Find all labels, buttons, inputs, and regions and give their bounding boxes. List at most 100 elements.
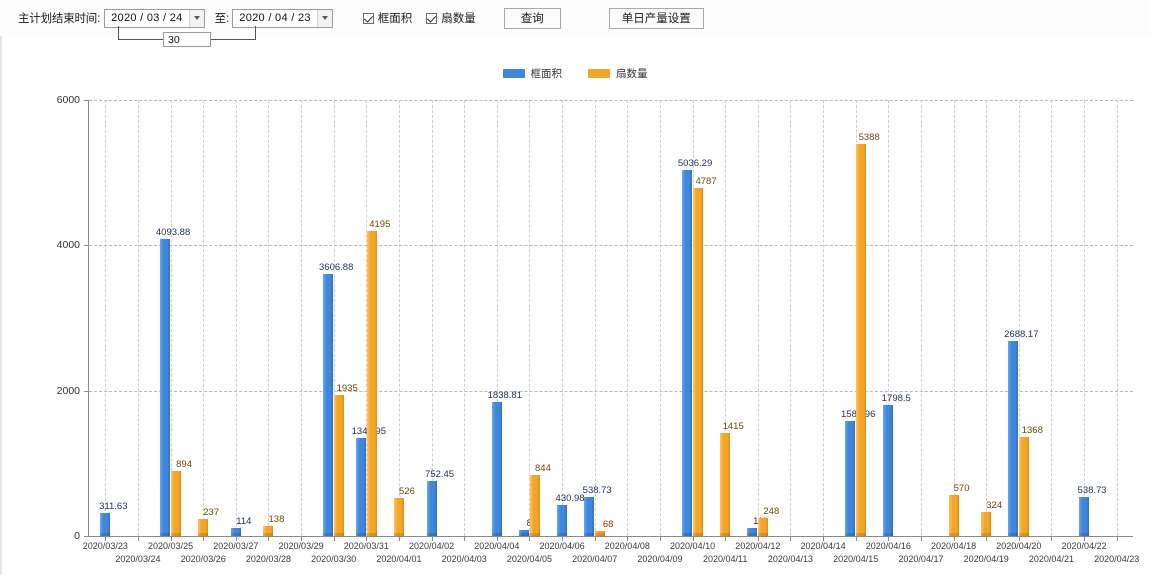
bar-frame-area[interactable] [491, 402, 502, 536]
x-tick-mark [1084, 536, 1086, 541]
x-axis-tick-label: 2020/04/09 [637, 554, 683, 564]
bar-frame-area[interactable] [883, 405, 894, 536]
bar-base-shadow [845, 533, 856, 536]
bar-sash-count[interactable] [720, 433, 731, 536]
bar-frame-area[interactable] [518, 530, 529, 536]
x-gridline [562, 100, 564, 536]
bar-base-shadow [856, 533, 867, 536]
x-tick-mark [301, 536, 303, 541]
bar-sash-count[interactable] [693, 188, 704, 536]
y-tick-mark [84, 390, 89, 392]
x-tick-mark [725, 536, 727, 541]
checkbox-frame-area[interactable]: 框面积 [362, 10, 413, 26]
bar-frame-area[interactable] [584, 496, 595, 536]
x-axis-tick-label: 2020/04/19 [963, 554, 1009, 564]
checkmark-icon [426, 12, 438, 24]
x-axis-tick-label: 2020/04/05 [506, 554, 552, 564]
bar-sash-count[interactable] [758, 517, 769, 536]
bar-base-shadow [426, 533, 437, 536]
bar-sash-count[interactable] [334, 395, 345, 536]
x-gridline [594, 100, 596, 536]
bar-sash-count[interactable] [198, 518, 209, 536]
x-gridline [888, 100, 890, 536]
x-axis-tick-label: 2020/03/30 [311, 554, 357, 564]
bar-sash-count[interactable] [366, 231, 377, 536]
legend-label-sash-count: 扇数量 [616, 68, 648, 80]
bar-value-label: 752.45 [425, 469, 455, 481]
x-axis-tick-label: 2020/03/26 [180, 554, 226, 564]
x-tick-mark [1116, 536, 1118, 541]
bar-sash-count[interactable] [263, 525, 274, 536]
x-tick-mark [529, 536, 531, 541]
bar-frame-area[interactable] [323, 273, 334, 536]
bar-sash-count[interactable] [948, 494, 959, 536]
query-button[interactable]: 查询 [503, 7, 561, 29]
legend-item-sash-count[interactable]: 扇数量 [588, 66, 648, 81]
checkbox-frame-area-label: 框面积 [377, 13, 413, 25]
x-gridline [1018, 100, 1020, 536]
bar-value-label: 68 [602, 519, 614, 531]
bar-frame-area[interactable] [426, 481, 437, 536]
date-span-days-input[interactable]: 30 [163, 32, 211, 47]
bar-value-label: 311.63 [99, 501, 128, 513]
date-from-picker[interactable]: 2020 / 03 / 24 [104, 8, 205, 28]
bar-sash-count[interactable] [981, 512, 992, 536]
y-gridline [89, 390, 1133, 392]
bar-frame-area[interactable] [845, 420, 856, 536]
bar-base-shadow [883, 533, 894, 536]
bar-value-label: 2688.17 [1004, 328, 1039, 340]
bar-base-shadow [758, 533, 769, 536]
bar-sash-count[interactable] [171, 471, 182, 536]
y-axis-tick-label: 4000 [56, 239, 80, 252]
x-axis-tick-label: 2020/04/18 [931, 541, 977, 551]
date-to-picker[interactable]: 2020 / 04 / 23 [232, 8, 333, 28]
bar-sash-count[interactable] [1019, 436, 1030, 536]
bar-sash-count[interactable] [856, 144, 867, 536]
bar-base-shadow [1019, 533, 1030, 536]
bar-sash-count[interactable] [393, 497, 404, 536]
chevron-down-icon[interactable] [188, 9, 204, 27]
x-tick-mark [1051, 536, 1053, 541]
x-gridline [627, 100, 629, 536]
chevron-down-icon[interactable] [316, 9, 332, 27]
x-gridline [725, 100, 727, 536]
bar-frame-area[interactable] [1079, 496, 1090, 536]
x-tick-mark [659, 536, 661, 541]
checkbox-sash-count[interactable]: 扇数量 [426, 10, 476, 26]
legend-item-frame-area[interactable]: 框面积 [502, 66, 563, 81]
x-tick-mark [986, 536, 988, 541]
bar-sash-count[interactable] [529, 474, 540, 536]
x-axis-tick-label: 2020/04/20 [996, 541, 1042, 551]
bar-frame-area[interactable] [1008, 340, 1019, 536]
x-axis-tick-label: 2020/04/02 [409, 541, 455, 551]
x-tick-mark [496, 536, 498, 541]
daily-output-settings-button[interactable]: 单日产量设置 [608, 7, 704, 29]
bar-frame-area[interactable] [230, 527, 241, 536]
checkbox-sash-count-label: 扇数量 [441, 13, 476, 25]
bar-value-label: 1935 [336, 383, 358, 395]
bar-base-shadow [198, 533, 209, 536]
bar-base-shadow [171, 533, 182, 536]
x-gridline [986, 100, 988, 536]
bar-frame-area[interactable] [355, 438, 366, 536]
x-axis-tick-label: 2020/03/29 [278, 541, 324, 551]
bar-sash-count[interactable] [595, 531, 606, 536]
bar-frame-area[interactable] [100, 513, 111, 536]
x-tick-mark [594, 536, 596, 541]
x-axis-tick-label: 2020/04/12 [735, 541, 781, 551]
x-axis-tick-label: 2020/03/23 [82, 541, 128, 551]
x-gridline [170, 100, 172, 536]
x-tick-mark [235, 536, 237, 541]
bar-base-shadow [393, 533, 404, 536]
x-axis-tick-label: 2020/04/10 [670, 541, 716, 551]
bar-frame-area[interactable] [557, 504, 568, 536]
x-tick-mark [137, 536, 139, 541]
bar-value-label: 248 [763, 505, 780, 517]
x-axis-tick-label: 2020/04/11 [702, 554, 748, 564]
bar-frame-area[interactable] [747, 527, 758, 536]
bar-value-label: 3606.88 [319, 261, 354, 273]
bar-value-label: 538.73 [582, 484, 612, 496]
bar-frame-area[interactable] [160, 238, 171, 536]
bar-frame-area[interactable] [682, 170, 693, 536]
legend-label-frame-area: 框面积 [530, 68, 563, 80]
